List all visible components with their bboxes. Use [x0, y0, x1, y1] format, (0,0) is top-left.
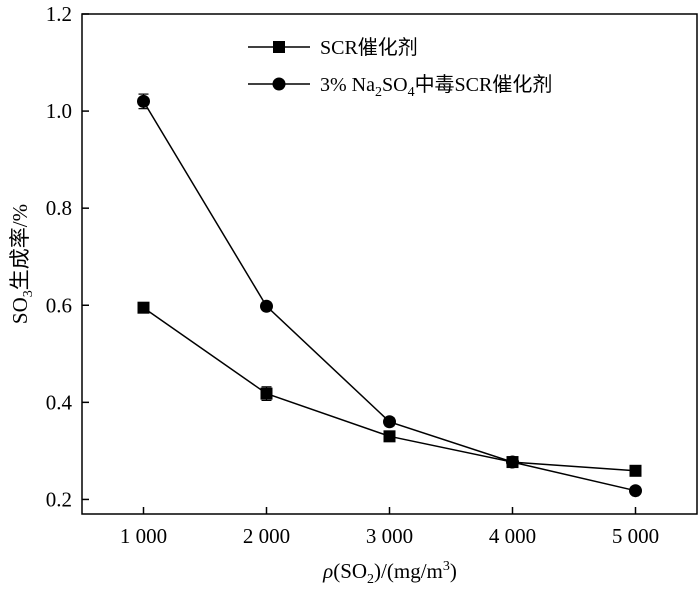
legend-label-scr: SCR催化剂 — [320, 36, 418, 59]
y-axis: 0.2 0.4 0.6 0.8 1.0 1.2 — [46, 2, 89, 511]
x-tick-label: 2 000 — [243, 524, 290, 548]
data-point-square — [629, 464, 642, 477]
y-tick-label: 0.2 — [46, 487, 72, 511]
y-tick-label: 0.8 — [46, 196, 72, 220]
x-tick-label: 1 000 — [120, 524, 167, 548]
series-poisoned — [137, 93, 642, 498]
legend-marker-square — [273, 41, 285, 53]
data-point-circle — [383, 415, 396, 429]
series-line — [143, 307, 636, 472]
x-axis-title: ρ(SO2)/(mg/m3) — [322, 559, 457, 587]
legend-label-poisoned: 3% Na2SO4中毒SCR催化剂 — [320, 73, 552, 100]
data-point-square — [137, 301, 150, 314]
series-layer — [137, 93, 642, 498]
y-tick-label: 0.4 — [46, 390, 73, 414]
data-point-square — [383, 430, 396, 443]
data-point-square — [260, 387, 273, 400]
x-tick-label: 5 000 — [612, 524, 659, 548]
x-tick-label: 4 000 — [489, 524, 536, 548]
legend-marker-circle — [272, 77, 286, 91]
data-point-circle — [260, 299, 273, 313]
y-tick-label: 1.0 — [46, 99, 72, 123]
legend: SCR催化剂 3% Na2SO4中毒SCR催化剂 — [248, 36, 552, 100]
data-point-circle — [506, 455, 519, 469]
data-point-circle — [137, 94, 150, 108]
y-tick-label: 1.2 — [46, 2, 72, 26]
y-axis-title: SO3生成率/% — [8, 204, 36, 324]
data-point-circle — [629, 484, 642, 498]
x-tick-label: 3 000 — [366, 524, 413, 548]
x-axis: 1 000 2 000 3 000 4 000 5 000 — [120, 507, 659, 548]
series-scr — [137, 301, 642, 477]
y-tick-label: 0.6 — [46, 293, 72, 317]
